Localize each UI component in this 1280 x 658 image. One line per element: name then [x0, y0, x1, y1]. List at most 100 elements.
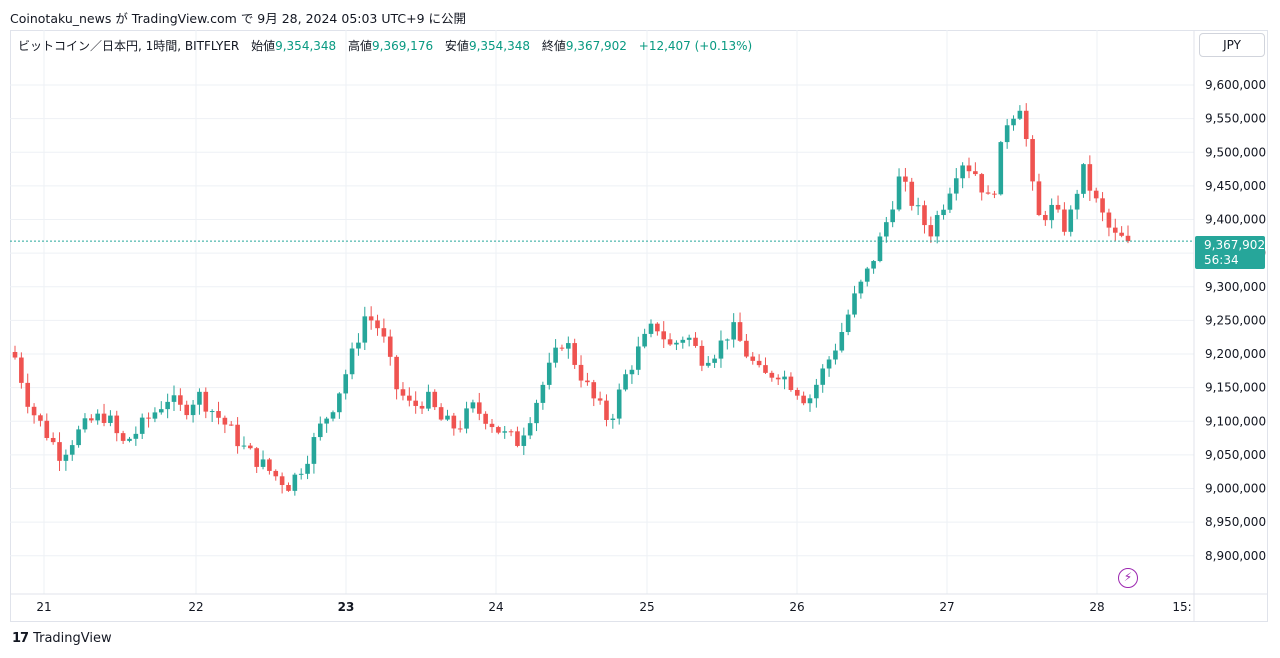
- candle-body: [1100, 198, 1105, 213]
- candle-body: [515, 431, 520, 446]
- candle-body: [858, 281, 864, 294]
- candle-body: [254, 448, 259, 467]
- candle-body: [184, 404, 190, 416]
- candle-body: [1112, 227, 1118, 233]
- symbol-label[interactable]: ビットコイン／日本円, 1時間, BITFLYER: [18, 39, 240, 53]
- candle-body: [146, 417, 151, 419]
- candle-body: [267, 459, 272, 471]
- candle-body: [89, 418, 94, 421]
- candle-body: [273, 470, 279, 477]
- candle-body: [833, 350, 838, 360]
- candle-body: [725, 339, 730, 341]
- candle-body: [1049, 204, 1054, 221]
- price-axis-ticks: 8,900,000 8,950,000 9,000,000 9,050,000 9,10…: [1205, 78, 1266, 563]
- candle-body: [623, 374, 628, 390]
- candle-body: [674, 342, 679, 345]
- price-tick-label: 9,000,000: [1205, 482, 1266, 496]
- candle-body: [152, 412, 158, 419]
- candle-body: [992, 193, 997, 195]
- candle-body: [1125, 235, 1131, 242]
- candle-body: [839, 332, 845, 351]
- last-price-tag: 9,367,902 56:34: [1195, 236, 1265, 269]
- candle-body: [76, 429, 81, 446]
- candle-body: [852, 293, 857, 315]
- candle-body: [915, 205, 921, 207]
- candle-body: [445, 415, 450, 420]
- candle-body: [216, 411, 221, 418]
- candle-body: [114, 415, 120, 434]
- change-value: +12,407 (+0.13%): [638, 39, 753, 53]
- candle-body: [534, 402, 539, 424]
- candle-body: [909, 181, 915, 206]
- candle-body: [50, 437, 56, 443]
- tradingview-brand[interactable]: 17 TradingView: [12, 631, 112, 646]
- candle-body: [438, 407, 444, 420]
- candle-body: [737, 322, 743, 341]
- candle-body: [387, 336, 393, 357]
- candle-body: [903, 176, 908, 182]
- candle-body: [655, 323, 660, 332]
- candle-body: [1106, 212, 1112, 228]
- bar-countdown: 56:34: [1204, 253, 1239, 267]
- candle-body: [559, 347, 565, 349]
- price-tick-label: 9,050,000: [1205, 448, 1266, 462]
- time-tick-label: 26: [789, 600, 804, 614]
- candle-body: [527, 423, 533, 436]
- candle-body: [317, 423, 323, 438]
- lightning-bolt-icon[interactable]: ⚡: [1118, 568, 1138, 588]
- candle-body: [419, 405, 425, 409]
- candle-body: [553, 347, 558, 363]
- candle-body: [1087, 164, 1093, 191]
- candle-body: [451, 415, 457, 429]
- candle-body: [648, 323, 654, 334]
- candle-body: [597, 398, 603, 401]
- candle-body: [120, 433, 126, 441]
- candle-body: [1055, 204, 1061, 210]
- candle-body: [1081, 164, 1086, 194]
- candle-body: [794, 389, 800, 396]
- candle-body: [979, 174, 985, 193]
- price-tick-label: 9,250,000: [1205, 313, 1266, 327]
- tradingview-logo-icon: 17: [12, 631, 29, 646]
- candle-body: [464, 408, 469, 429]
- candle-body: [820, 368, 826, 385]
- grid-lines: [10, 30, 1194, 594]
- candle-body: [31, 406, 37, 416]
- candle-body: [349, 348, 355, 375]
- currency-button[interactable]: JPY: [1199, 33, 1265, 57]
- candle-body: [139, 417, 145, 434]
- candle-body: [686, 337, 692, 340]
- candle-body: [635, 346, 641, 370]
- price-tick-label: 8,900,000: [1205, 549, 1266, 563]
- candle-body: [877, 236, 883, 262]
- candle-body: [127, 438, 132, 441]
- time-tick-label: 22: [188, 600, 203, 614]
- time-tick-label: 23: [338, 600, 355, 614]
- low-label: 安値: [444, 39, 469, 53]
- candle-body: [483, 413, 488, 424]
- candle-body: [241, 445, 247, 447]
- candle-body: [400, 389, 406, 396]
- candle-body: [744, 340, 749, 357]
- candle-body: [19, 357, 24, 383]
- time-tick-label: 28: [1089, 600, 1104, 614]
- candle-body: [928, 225, 934, 237]
- time-tick-label: 25: [639, 600, 654, 614]
- candle-body: [489, 423, 495, 428]
- candle-body: [133, 433, 139, 439]
- candle-body: [922, 205, 927, 226]
- candle-body: [158, 409, 164, 413]
- candle-body: [330, 412, 336, 419]
- candle-body: [235, 424, 240, 447]
- candle-body: [25, 382, 31, 407]
- candle-body: [69, 445, 75, 455]
- candle-body: [807, 398, 813, 404]
- candle-body: [610, 418, 616, 420]
- time-axis-ticks: 21 22 23 24 25 26 27 28 15:: [36, 600, 1191, 614]
- candle-body: [1062, 209, 1067, 232]
- candle-body: [750, 356, 756, 361]
- candle-body: [884, 222, 889, 237]
- candle-body: [731, 322, 736, 340]
- candle-body: [864, 268, 870, 282]
